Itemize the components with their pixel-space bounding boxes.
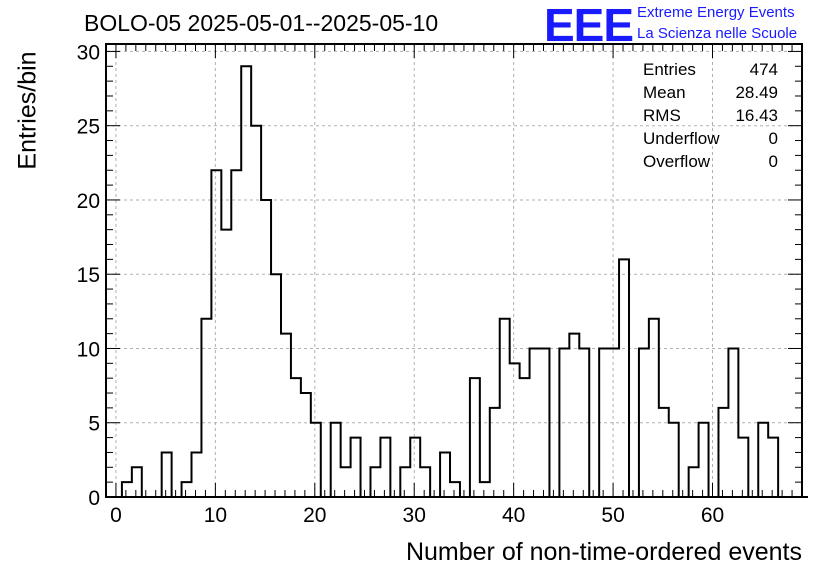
x-tick-label: 60	[701, 504, 724, 527]
y-tick-label: 25	[77, 116, 100, 139]
stat-value: 16.43	[735, 106, 778, 125]
x-tick-label: 50	[601, 504, 624, 527]
stat-label: Overflow	[643, 152, 711, 171]
x-tick-label: 10	[204, 504, 227, 527]
x-tick-label: 20	[303, 504, 326, 527]
y-tick-label: 30	[77, 41, 100, 64]
stat-label: Mean	[643, 83, 686, 102]
y-axis-label: Entries/bin	[13, 51, 42, 170]
eee-logo: EEE	[544, 0, 634, 51]
x-tick-label: 0	[110, 504, 122, 527]
logo-line-1: Extreme Energy Events	[637, 4, 795, 21]
y-tick-label: 20	[77, 190, 100, 213]
y-tick-label: 10	[77, 338, 100, 361]
stat-value: 0	[768, 129, 778, 148]
stat-value: 474	[749, 60, 778, 79]
y-tick-label: 5	[88, 413, 100, 436]
y-tick-label: 15	[77, 264, 100, 287]
stat-value: 28.49	[735, 83, 778, 102]
chart-title: BOLO-05 2025-05-01--2025-05-10	[84, 10, 439, 36]
x-tick-label: 30	[403, 504, 426, 527]
logo-line-2: La Scienza nelle Scuole	[637, 25, 798, 42]
y-tick-label: 0	[88, 487, 100, 510]
stat-label: Underflow	[643, 129, 720, 148]
stat-label: RMS	[643, 106, 681, 125]
stat-value: 0	[768, 152, 778, 171]
x-axis-label: Number of non-time-ordered events	[405, 538, 802, 566]
stat-label: Entries	[643, 60, 696, 79]
x-tick-label: 40	[502, 504, 525, 527]
